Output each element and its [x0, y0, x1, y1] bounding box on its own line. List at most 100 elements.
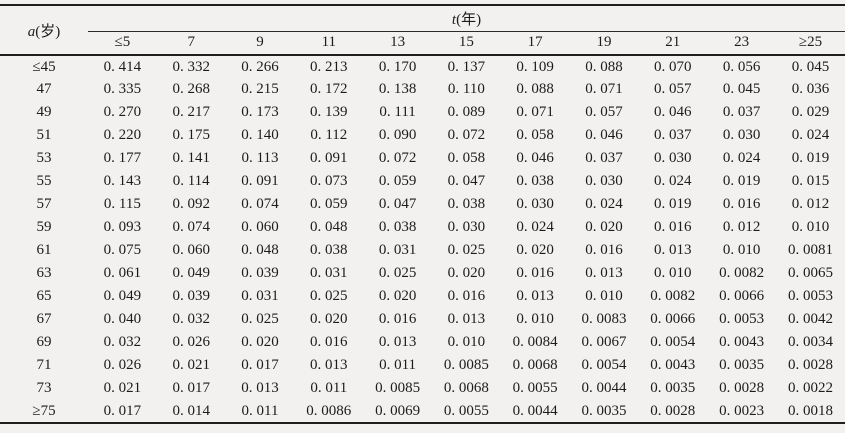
table-row: 69 0. 032 0. 026 0. 020 0. 016 0. 013 0. 010 0.… — [0, 331, 845, 354]
table-cell: 0. 038 — [516, 173, 554, 189]
table-cell: 0. 016 — [722, 196, 761, 212]
table-cell: 0. 0044 — [581, 380, 627, 396]
table-cell: 0. 011 — [379, 357, 417, 373]
table-cell: 0. 013 — [310, 357, 348, 373]
col-header: 17 — [500, 31, 570, 56]
col-header: 7 — [156, 31, 226, 56]
table-cell: 0. 020 — [241, 334, 279, 350]
row-label-age: 63 — [36, 265, 52, 281]
table-cell: 0. 090 — [378, 127, 417, 143]
table-cell: 0. 048 — [310, 219, 348, 235]
table-cell: 0. 414 — [103, 58, 142, 75]
table-cell: 0. 213 — [310, 58, 348, 75]
table-cell: 0. 059 — [378, 173, 417, 189]
table-cell: 0. 010 — [585, 288, 623, 304]
table-cell: 0. 056 — [722, 58, 761, 75]
table-cell: 0. 020 — [447, 265, 486, 281]
table-cell: 0. 030 — [654, 150, 692, 166]
table-cell: 0. 026 — [103, 357, 142, 373]
table-cell: 0. 0082 — [650, 288, 696, 304]
table-cell: 0. 220 — [103, 127, 142, 143]
table-cell: 0. 013 — [447, 311, 486, 327]
table-cell: 0. 015 — [791, 173, 830, 189]
row-label-age: 55 — [36, 173, 52, 189]
table-cell: 0. 060 — [172, 242, 210, 258]
table-cell: 0. 031 — [378, 242, 417, 258]
table-cell: 0. 031 — [310, 265, 348, 281]
col-header: 13 — [363, 31, 432, 56]
table-cell: 0. 0043 — [650, 357, 696, 373]
corner-header-age: a(岁) — [0, 5, 88, 56]
col-header: ≥25 — [775, 31, 845, 56]
row-label-age: 61 — [36, 242, 52, 258]
table-cell: 0. 0028 — [787, 357, 833, 373]
table-cell: 0. 019 — [722, 173, 761, 189]
row-label-age: 47 — [36, 81, 52, 97]
table-cell: 0. 075 — [103, 242, 142, 258]
table-cell: 0. 0066 — [650, 311, 696, 327]
table-cell: 0. 172 — [310, 81, 348, 97]
table-cell: 0. 039 — [241, 265, 279, 281]
table-row: 63 0. 061 0. 049 0. 039 0. 031 0. 025 0. 020 0.… — [0, 262, 845, 285]
table-cell: 0. 175 — [172, 127, 210, 143]
table-cell: 0. 011 — [310, 380, 348, 396]
col-header: 23 — [707, 31, 776, 56]
table-cell: 0. 072 — [378, 150, 417, 166]
table-cell: 0. 037 — [722, 104, 761, 120]
table-cell: 0. 019 — [654, 196, 692, 212]
table-cell: 0. 030 — [516, 196, 554, 212]
table-cell: 0. 0069 — [375, 402, 421, 419]
table-cell: 0. 024 — [722, 150, 761, 166]
column-header-row: ≤5 7 9 11 13 15 17 19 21 23 ≥25 — [0, 31, 845, 56]
table-cell: 0. 036 — [791, 81, 830, 97]
table-cell: 0. 0023 — [719, 402, 765, 419]
table-cell: 0. 025 — [447, 242, 486, 258]
row-label-age: ≥75 — [32, 402, 56, 419]
table-cell: 0. 270 — [103, 104, 142, 120]
table-cell: 0. 332 — [172, 58, 210, 75]
table-row: 59 0. 093 0. 074 0. 060 0. 048 0. 038 0. 030 0.… — [0, 216, 845, 239]
table-cell: 0. 038 — [310, 242, 348, 258]
table-cell: 0. 030 — [585, 173, 623, 189]
table-cell: 0. 0068 — [443, 380, 489, 396]
table-cell: 0. 021 — [103, 380, 142, 396]
table-cell: 0. 039 — [172, 288, 210, 304]
table-cell: 0. 109 — [516, 58, 554, 75]
row-label-age: 65 — [36, 288, 52, 304]
table-row: ≥75 0. 017 0. 014 0. 011 0. 0086 0. 0069 0. 00… — [0, 400, 845, 423]
table-row: 57 0. 115 0. 092 0. 074 0. 059 0. 047 0. 038 0.… — [0, 193, 845, 216]
table-cell: 0. 057 — [654, 81, 692, 97]
span-unit: (年) — [456, 11, 482, 28]
table-cell: 0. 037 — [585, 150, 623, 166]
table-cell: 0. 046 — [516, 150, 554, 166]
table-cell: 0. 046 — [585, 127, 623, 143]
table-cell: 0. 0028 — [719, 380, 765, 396]
table-cell: 0. 010 — [654, 265, 692, 281]
table-cell: 0. 093 — [103, 219, 142, 235]
corner-unit: (岁) — [35, 23, 61, 40]
col-header: 11 — [294, 31, 364, 56]
table-cell: 0. 037 — [654, 127, 692, 143]
table-cell: 0. 049 — [103, 288, 142, 304]
table-cell: 0. 061 — [103, 265, 142, 281]
table-cell: 0. 0054 — [581, 357, 627, 373]
table-cell: 0. 335 — [103, 81, 142, 97]
row-label-age: 57 — [36, 196, 52, 212]
table-cell: 0. 010 — [516, 311, 554, 327]
table-header: a(岁) t(年) ≤5 7 9 11 13 15 17 19 21 23 ≥25 — [0, 5, 845, 56]
table-cell: 0. 013 — [378, 334, 417, 350]
table-cell: 0. 070 — [654, 58, 692, 75]
table-cell: 0. 013 — [654, 242, 692, 258]
table-cell: 0. 020 — [516, 242, 554, 258]
table-cell: 0. 217 — [172, 104, 210, 120]
table-cell: 0. 010 — [447, 334, 486, 350]
table-cell: 0. 031 — [241, 288, 279, 304]
table-cell: 0. 016 — [310, 334, 348, 350]
table-cell: 0. 088 — [516, 81, 554, 97]
table-cell: 0. 038 — [378, 219, 417, 235]
row-label-age: 51 — [36, 127, 52, 143]
table-cell: 0. 0065 — [787, 265, 833, 281]
table-cell: 0. 139 — [310, 104, 348, 120]
row-label-age: 69 — [36, 334, 52, 350]
table-row: 47 0. 335 0. 268 0. 215 0. 172 0. 138 0. 110 0.… — [0, 78, 845, 101]
